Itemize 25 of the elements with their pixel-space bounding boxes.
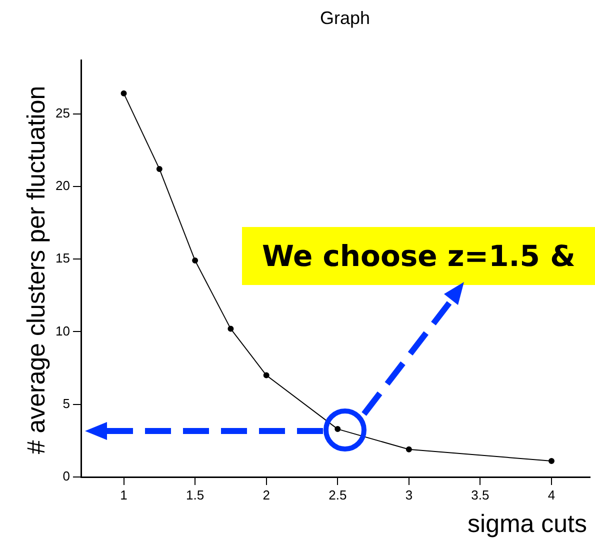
point — [120, 90, 127, 96]
point — [406, 446, 412, 452]
point — [263, 372, 270, 378]
x-tick-label: 1 — [120, 487, 128, 502]
x-tick-label: 3.5 — [471, 487, 490, 502]
y-tick-label: 15 — [56, 250, 70, 266]
point — [334, 426, 341, 432]
annotation: We choose z=1.5 & — [242, 227, 595, 285]
x-axis-title: sigma cuts — [468, 510, 587, 539]
y-tick-label: 0 — [62, 468, 70, 484]
x-tick-label: 2 — [262, 487, 270, 502]
x-tick-label: 2.5 — [328, 487, 347, 502]
y-tick-label: 25 — [56, 105, 70, 120]
x-tick-label: 1.5 — [186, 487, 204, 502]
y-tick-label: 20 — [56, 178, 70, 193]
point — [192, 258, 198, 264]
y-axis-title: # average clusters per fluctuation — [22, 86, 52, 454]
y-tick-label: 5 — [62, 396, 70, 411]
point — [228, 326, 234, 332]
point — [156, 166, 162, 172]
y-tick-label: 10 — [56, 323, 70, 338]
point — [548, 458, 555, 464]
x-tick-label: 3 — [405, 487, 413, 502]
chart-title: Graph — [318, 8, 372, 29]
x-tick-label: 4 — [548, 487, 556, 502]
